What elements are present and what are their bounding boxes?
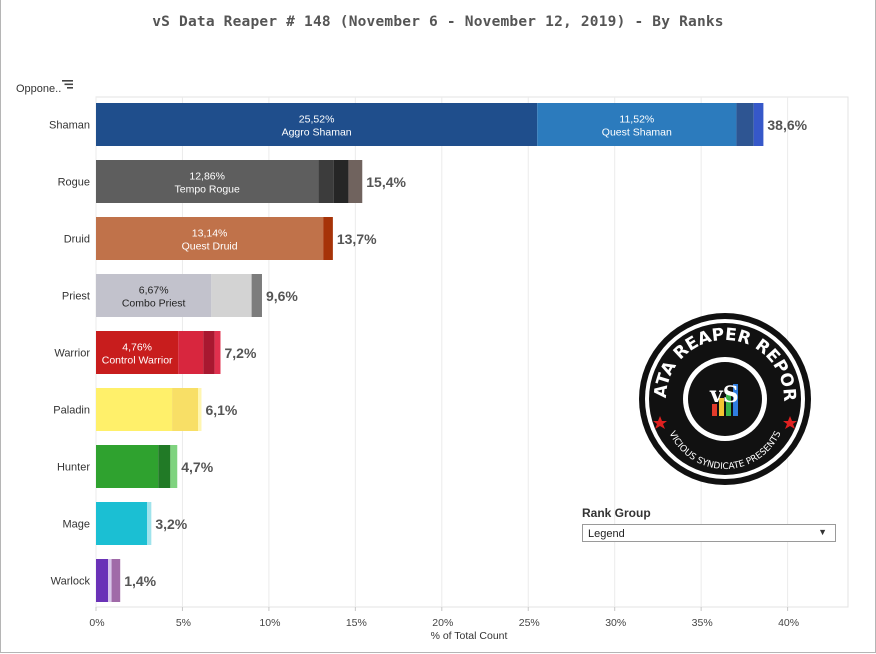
category-label: Shaman (49, 120, 90, 132)
bar-segment (111, 559, 121, 602)
data-reaper-report-logo: DATA REAPER REPORT VICIOUS SYNDICATE PRE… (638, 312, 811, 485)
bar-segment (318, 160, 334, 203)
bar-segment (211, 274, 252, 317)
bar-segment (348, 160, 363, 203)
rank-group-value: Legend (588, 528, 625, 540)
category-label: Paladin (53, 405, 90, 417)
bar-segment (178, 331, 204, 374)
x-tick-label: 35% (692, 617, 713, 629)
bar-total-label: 7,2% (224, 345, 256, 361)
x-tick-label: 20% (432, 617, 453, 629)
segment-value-label: 6,67% (139, 285, 169, 297)
bar-segment (147, 502, 152, 545)
segment-name-label: Quest Druid (182, 241, 238, 253)
bar-segment (172, 388, 199, 431)
bar-total-label: 4,7% (181, 459, 213, 475)
bar-segment (96, 217, 324, 260)
x-tick-label: 5% (176, 617, 191, 629)
category-label: Hunter (57, 462, 90, 474)
bar-segment (753, 103, 764, 146)
bar-segment (198, 388, 202, 431)
bar-total-label: 3,2% (155, 516, 187, 532)
segment-name-label: Quest Shaman (602, 127, 672, 139)
category-label: Priest (62, 291, 90, 303)
bar-segment (96, 445, 159, 488)
bar-segment (170, 445, 178, 488)
category-label: Rogue (58, 177, 90, 189)
bar-segment (537, 103, 737, 146)
bar-segment (214, 331, 221, 374)
bar-segment (323, 217, 333, 260)
chevron-down-icon: ▼ (818, 527, 827, 537)
bar-total-label: 38,6% (767, 117, 807, 133)
bar-total-label: 9,6% (266, 288, 298, 304)
bar-segment (251, 274, 262, 317)
segment-name-label: Aggro Shaman (282, 127, 352, 139)
sort-descending-icon[interactable] (62, 80, 74, 90)
x-tick-label: 40% (778, 617, 799, 629)
bar-segment (96, 559, 109, 602)
svg-text:vS: vS (709, 382, 739, 408)
bar-total-label: 13,7% (337, 231, 377, 247)
rank-group-select[interactable]: Legend ▼ (582, 524, 836, 542)
dimension-header[interactable]: Oppone.. (16, 83, 62, 95)
bar-total-label: 6,1% (205, 402, 237, 418)
segment-value-label: 4,76% (122, 342, 152, 354)
bar-segment (96, 388, 173, 431)
bar-segment (108, 559, 112, 602)
segment-value-label: 11,52% (619, 114, 654, 126)
bar-total-label: 15,4% (366, 174, 406, 190)
x-tick-label: 30% (605, 617, 626, 629)
bar-segment (736, 103, 754, 146)
bar-segment (203, 331, 215, 374)
category-label: Druid (64, 234, 90, 246)
bar-segment (158, 445, 171, 488)
rank-group-title: Rank Group (582, 506, 651, 520)
bar-total-label: 1,4% (124, 573, 156, 589)
segment-value-label: 12,86% (189, 171, 225, 183)
category-label: Warlock (51, 576, 91, 588)
x-tick-label: 0% (89, 617, 104, 629)
x-axis-title: % of Total Count (431, 630, 508, 642)
x-tick-label: 15% (346, 617, 367, 629)
segment-name-label: Tempo Rogue (174, 184, 240, 196)
x-tick-label: 25% (519, 617, 540, 629)
bar-segment (96, 274, 212, 317)
bar-segment (96, 331, 179, 374)
chart-title: vS Data Reaper # 148 (November 6 - Novem… (152, 14, 724, 30)
bar-segment (96, 502, 148, 545)
category-label: Warrior (54, 348, 90, 360)
x-tick-label: 10% (259, 617, 280, 629)
segment-name-label: Control Warrior (102, 355, 173, 367)
bar-segment (333, 160, 349, 203)
segment-name-label: Combo Priest (122, 298, 186, 310)
category-label: Mage (62, 519, 90, 531)
segment-value-label: 13,14% (192, 228, 228, 240)
bar-segment (96, 160, 319, 203)
segment-value-label: 25,52% (299, 114, 335, 126)
bar-segment (96, 103, 538, 146)
